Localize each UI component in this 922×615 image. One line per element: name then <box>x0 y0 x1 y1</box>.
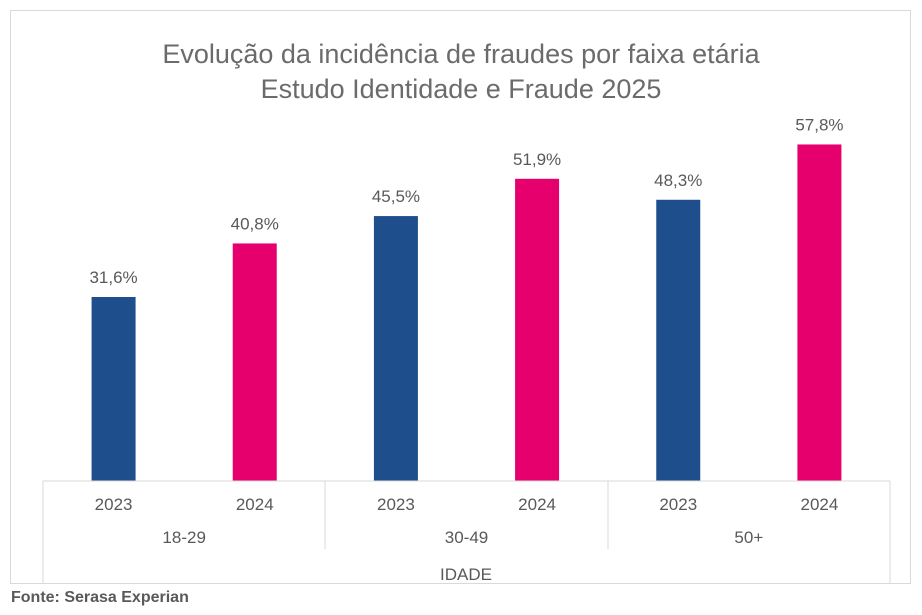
tick-label-18-29-2024: 2024 <box>236 495 274 514</box>
chart-border <box>10 10 911 584</box>
bar-50+-2024 <box>797 144 842 481</box>
tick-labels-layer: 2023 2024 2023 2024 2023 2024 <box>95 495 839 514</box>
chart-title-line-1: Evolução da incidência de fraudes por fa… <box>162 39 760 69</box>
bar-18-29-2024 <box>232 243 277 481</box>
tick-label-18-29-2023: 2023 <box>95 495 133 514</box>
value-label-18-29-2023: 31,6% <box>89 268 137 287</box>
bar-18-29-2023 <box>91 297 136 481</box>
group-labels-layer: 18-29 30-49 50+ <box>162 528 763 547</box>
group-label-18-29: 18-29 <box>162 528 205 547</box>
bar-30-49-2023 <box>373 216 418 482</box>
value-label-50+-2024: 57,8% <box>795 115 843 134</box>
group-label-30-49: 30-49 <box>445 528 488 547</box>
group-label-50+: 50+ <box>734 528 763 547</box>
tick-label-50+-2024: 2024 <box>801 495 839 514</box>
value-labels-layer: 31,6% 40,8% 45,5% 51,9% 48,3% 57,8% <box>89 115 843 287</box>
source-note: Fonte: Serasa Experian <box>11 589 189 606</box>
value-label-18-29-2024: 40,8% <box>231 214 279 233</box>
tick-label-30-49-2024: 2024 <box>518 495 556 514</box>
value-label-50+-2023: 48,3% <box>654 171 702 190</box>
x-axis <box>42 480 891 584</box>
value-label-30-49-2023: 45,5% <box>372 187 420 206</box>
bar-50+-2023 <box>656 199 701 481</box>
tick-label-50+-2023: 2023 <box>659 495 697 514</box>
bars-layer <box>91 144 842 482</box>
bar-30-49-2024 <box>515 178 560 482</box>
value-label-30-49-2024: 51,9% <box>513 150 561 169</box>
chart-title-line-2: Estudo Identidade e Fraude 2025 <box>261 74 662 104</box>
tick-label-30-49-2023: 2023 <box>377 495 415 514</box>
x-axis-title: IDADE <box>440 565 492 584</box>
